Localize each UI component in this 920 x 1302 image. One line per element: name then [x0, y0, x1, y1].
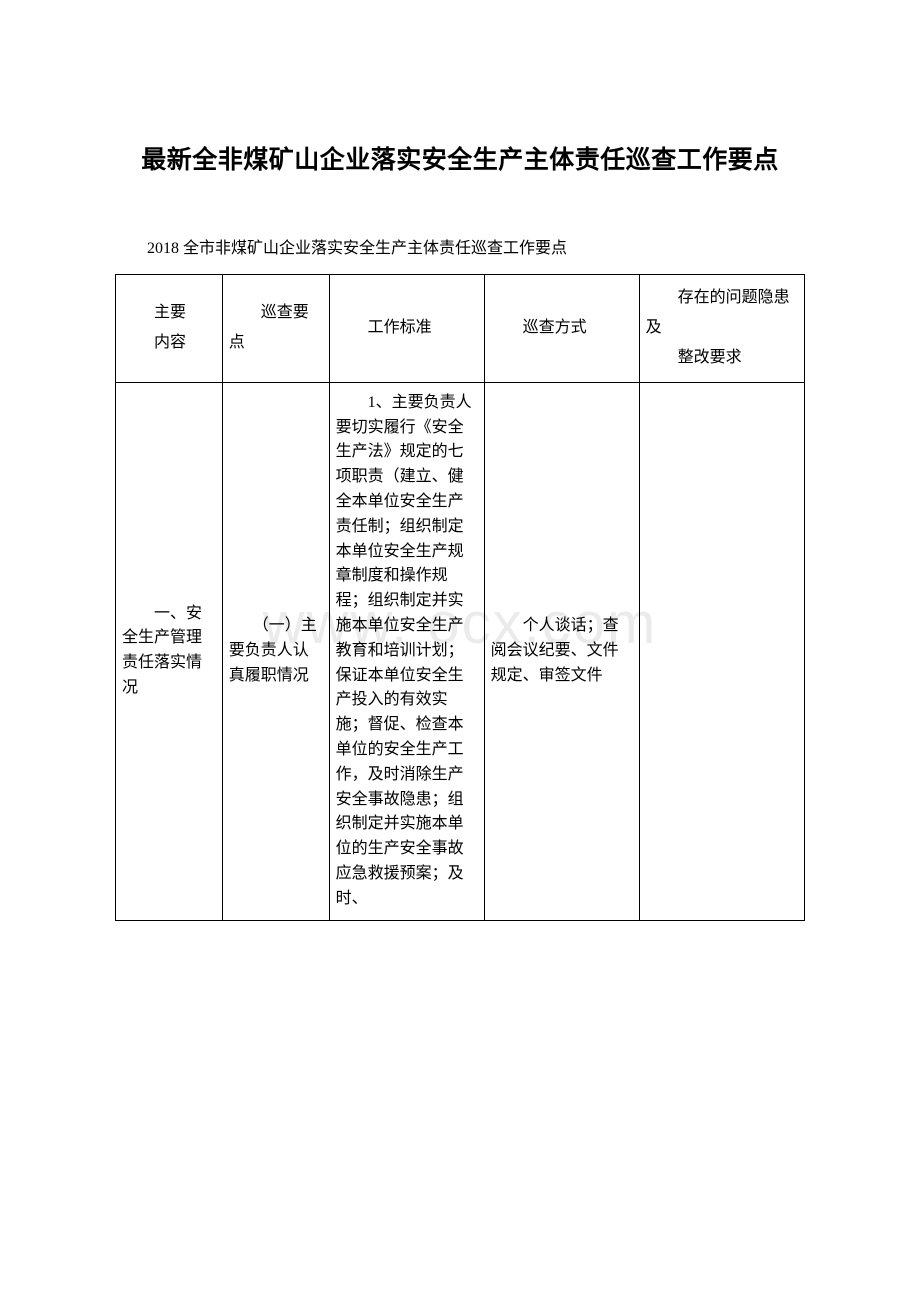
header-issues-rectification: 存在的问题隐患及 整改要求: [639, 274, 804, 382]
header-inspection-method: 巡查方式: [484, 274, 639, 382]
header-inspection-points: 巡查要点: [222, 274, 329, 382]
header-main-content: 主要 内容: [116, 274, 223, 382]
cell-inspection-method: 个人谈话；查阅会议纪要、文件规定、审签文件: [484, 382, 639, 920]
table-header-row: 主要 内容 巡查要点 工作标准 巡查方式 存在的问题隐患及 整改要求: [116, 274, 805, 382]
table-row: 一、安全生产管理责任落实情况 （一）主要负责人认真履职情况 1、主要负责人要切实…: [116, 382, 805, 920]
page-title: 最新全非煤矿山企业落实安全生产主体责任巡查工作要点: [115, 140, 805, 176]
inspection-table: 主要 内容 巡查要点 工作标准 巡查方式 存在的问题隐患及 整改要求 一、安全生…: [115, 274, 805, 921]
sub-title: 2018 全市非煤矿山企业落实安全生产主体责任巡查工作要点: [115, 236, 805, 262]
header-work-standard: 工作标准: [329, 274, 484, 382]
cell-work-standard: 1、主要负责人要切实履行《安全生产法》规定的七项职责（建立、健全本单位安全生产责…: [329, 382, 484, 920]
cell-main-content: 一、安全生产管理责任落实情况: [116, 382, 223, 920]
cell-inspection-points: （一）主要负责人认真履职情况: [222, 382, 329, 920]
cell-issues: [639, 382, 804, 920]
